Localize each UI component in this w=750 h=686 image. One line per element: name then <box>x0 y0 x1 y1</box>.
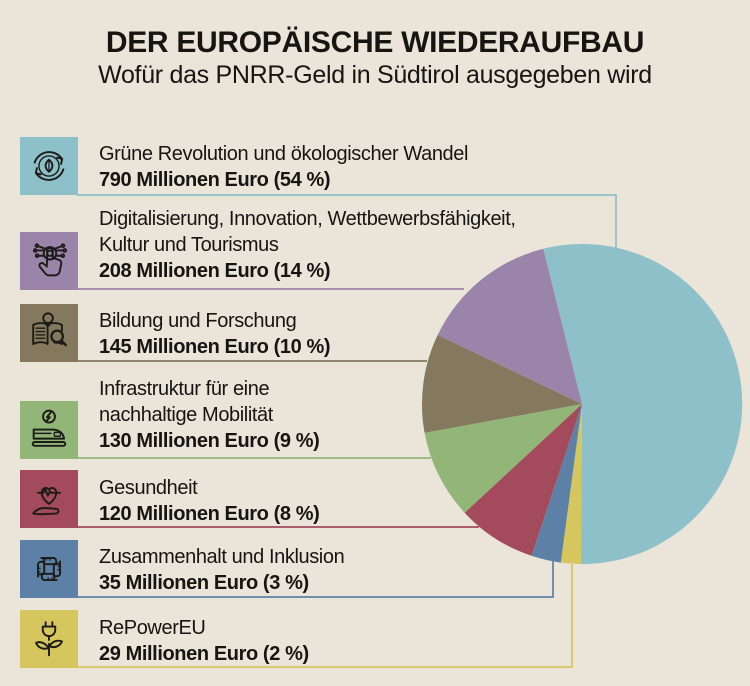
pie-slice-digitalisierung <box>437 248 582 404</box>
health-hand-heart-icon <box>32 487 61 516</box>
sustainable-mobility-icon <box>31 409 67 447</box>
repower-plug-plant-icon <box>35 621 63 657</box>
page-title: DER EUROPÄISCHE WIEDERAUFBAU <box>105 26 645 59</box>
legend-item-text: Bildung und Forschung 145 Millionen Euro … <box>99 308 331 360</box>
legend-icon-box-infrastruktur-mobilitaet <box>20 401 78 459</box>
legend-item-text: Grüne Revolution und ökologischer Wandel… <box>99 141 468 193</box>
legend-item-value: 130 Millionen Euro (9 %) <box>99 430 320 452</box>
connector-line-gruene-revolution <box>77 194 617 248</box>
digital-touch-icon <box>32 243 68 277</box>
legend-item-value: 120 Millionen Euro (8 %) <box>99 503 320 525</box>
legend-item-value: 790 Millionen Euro (54 %) <box>99 169 331 191</box>
legend-item-text: Digitalisierung, Innovation, Wettbewerbs… <box>99 206 516 284</box>
legend-icon-box-repowereu <box>20 610 78 668</box>
education-research-icon <box>32 312 68 347</box>
legend-icon-box-gesundheit <box>20 470 78 528</box>
legend-icon-box-zusammenhalt-inklusion <box>20 540 78 598</box>
legend-icon-box-digitalisierung <box>20 232 78 290</box>
eco-cycle-icon <box>33 151 65 181</box>
pie-slice-gruene-revolution <box>543 244 743 565</box>
legend-item-value: 208 Millionen Euro (14 %) <box>99 260 331 282</box>
legend-item-value: 35 Millionen Euro (3 %) <box>99 572 309 594</box>
legend-item-label: Bildung und Forschung <box>99 310 297 332</box>
legend-icon-box-gruene-revolution <box>20 137 78 195</box>
legend-item-text: Infrastruktur für eine nachhaltige Mobili… <box>99 376 320 454</box>
legend-item-label: RePowerEU <box>99 617 206 639</box>
legend-item-label: Digitalisierung, Innovation, Wettbewerbs… <box>99 208 516 230</box>
legend-item-label: Infrastruktur für eine <box>99 378 270 400</box>
page-subtitle: Wofür das PNRR-Geld in Südtirol ausgegeb… <box>98 61 652 89</box>
legend-item-text: Gesundheit 120 Millionen Euro (8 %) <box>99 475 320 527</box>
pie-slice-zusammenhalt-inklusion <box>531 404 582 563</box>
connector-line-repowereu <box>77 564 573 668</box>
legend-item-text: RePowerEU 29 Millionen Euro (2 %) <box>99 615 309 667</box>
pie-slice-repowereu <box>560 404 582 564</box>
pie-slice-gesundheit <box>464 404 582 556</box>
legend-item-value: 29 Millionen Euro (2 %) <box>99 643 309 665</box>
legend-item-label: nachhaltige Mobilität <box>99 404 273 426</box>
legend-item-label: Kultur und Tourismus <box>99 234 279 256</box>
legend-item-text: Zusammenhalt und Inklusion 35 Millionen E… <box>99 544 345 596</box>
legend-icon-box-bildung-forschung <box>20 304 78 362</box>
legend-item-label: Grüne Revolution und ökologischer Wandel <box>99 143 469 165</box>
legend-item-value: 145 Millionen Euro (10 %) <box>99 336 331 358</box>
pie-slice-infrastruktur-mobilitaet <box>424 404 582 513</box>
legend-item-label: Gesundheit <box>99 477 198 499</box>
connector-line-zusammenhalt-inklusion <box>77 561 554 598</box>
legend-item-label: Zusammenhalt und Inklusion <box>99 546 345 568</box>
pie-slice-bildung-forschung <box>421 334 582 433</box>
inclusion-hands-icon <box>37 557 61 581</box>
